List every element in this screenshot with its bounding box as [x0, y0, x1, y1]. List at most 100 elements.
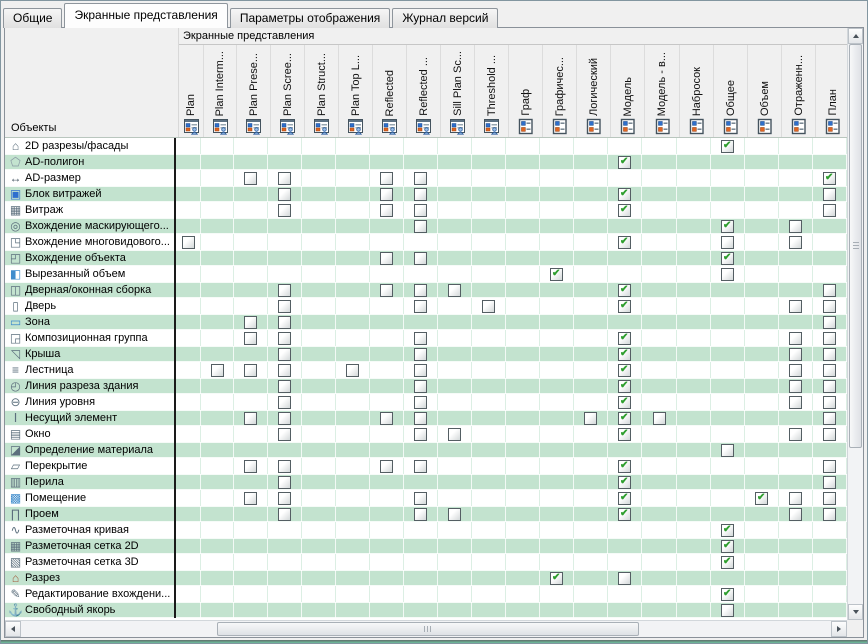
column-header[interactable]: Отраженн... — [782, 45, 816, 137]
checkbox-unchecked[interactable] — [278, 331, 291, 345]
checkbox-unchecked[interactable] — [414, 395, 427, 409]
checkbox-unchecked[interactable] — [414, 219, 427, 233]
checkbox-unchecked[interactable] — [448, 427, 461, 441]
checkbox-unchecked[interactable] — [414, 507, 427, 521]
row-label[interactable]: ∿ Разметочная кривая — [5, 522, 176, 538]
checkbox-checked[interactable] — [721, 523, 734, 537]
checkbox-unchecked[interactable] — [244, 171, 257, 185]
checkbox-unchecked[interactable] — [789, 331, 802, 345]
checkbox-unchecked[interactable] — [652, 411, 666, 425]
row-label[interactable]: ◰ Вхождение объекта — [5, 250, 176, 266]
column-header[interactable]: Threshold ... — [475, 45, 509, 137]
checkbox-unchecked[interactable] — [244, 459, 257, 473]
checkbox-checked[interactable] — [721, 139, 734, 153]
checkbox-unchecked[interactable] — [789, 427, 802, 441]
checkbox-unchecked[interactable] — [584, 411, 597, 425]
checkbox-unchecked[interactable] — [721, 267, 734, 281]
checkbox-unchecked[interactable] — [278, 459, 291, 473]
checkbox-unchecked[interactable] — [414, 331, 427, 345]
checkbox-checked[interactable] — [721, 219, 734, 233]
checkbox-unchecked[interactable] — [789, 491, 802, 505]
checkbox-unchecked[interactable] — [823, 459, 836, 473]
checkbox-unchecked[interactable] — [789, 347, 802, 361]
checkbox-unchecked[interactable] — [414, 187, 427, 201]
checkbox-checked[interactable] — [618, 379, 631, 393]
checkbox-checked[interactable] — [550, 571, 563, 585]
checkbox-unchecked[interactable] — [721, 235, 734, 249]
checkbox-unchecked[interactable] — [789, 219, 802, 233]
checkbox-unchecked[interactable] — [414, 283, 427, 297]
checkbox-unchecked[interactable] — [823, 347, 836, 361]
scroll-down-button[interactable] — [848, 604, 863, 620]
checkbox-checked[interactable] — [618, 299, 631, 313]
column-header[interactable]: Общее — [714, 45, 748, 137]
column-header[interactable]: Plan Prese... — [237, 45, 271, 137]
checkbox-unchecked[interactable] — [278, 379, 291, 393]
vertical-scrollbar[interactable] — [847, 28, 863, 620]
row-label[interactable]: ▦ Витраж — [5, 202, 176, 218]
vertical-scrollbar-thumb[interactable] — [849, 44, 862, 448]
horizontal-scrollbar-thumb[interactable] — [217, 622, 639, 636]
column-header[interactable]: Модель — [611, 45, 645, 137]
checkbox-unchecked[interactable] — [789, 507, 802, 521]
row-label[interactable]: ↔ AD-размер — [5, 170, 176, 186]
checkbox-unchecked[interactable] — [278, 299, 291, 313]
column-header[interactable]: Reflected ... — [407, 45, 441, 137]
checkbox-unchecked[interactable] — [823, 363, 836, 377]
checkbox-unchecked[interactable] — [414, 411, 427, 425]
row-label[interactable]: ⌂ 2D разрезы/фасады — [5, 138, 176, 154]
checkbox-unchecked[interactable] — [244, 363, 257, 377]
tab-general[interactable]: Общие — [3, 8, 63, 28]
row-label[interactable]: ▧ Разметочная сетка 3D — [5, 554, 176, 570]
checkbox-unchecked[interactable] — [244, 491, 257, 505]
checkbox-unchecked[interactable] — [278, 395, 291, 409]
checkbox-unchecked[interactable] — [482, 299, 495, 313]
tab-screen-representations[interactable]: Экранные представления — [64, 3, 228, 28]
checkbox-unchecked[interactable] — [380, 203, 393, 217]
column-header[interactable]: Граф — [509, 45, 543, 137]
checkbox-unchecked[interactable] — [278, 203, 291, 217]
checkbox-unchecked[interactable] — [823, 283, 836, 297]
checkbox-unchecked[interactable] — [414, 299, 427, 313]
column-header[interactable]: План — [816, 45, 847, 137]
row-label[interactable]: ◫ Дверная/оконная сборка — [5, 282, 176, 298]
checkbox-unchecked[interactable] — [823, 331, 836, 345]
tab-display-parameters[interactable]: Параметры отображения — [229, 8, 391, 28]
checkbox-unchecked[interactable] — [244, 331, 257, 345]
row-label[interactable]: ◪ Определение материала — [5, 442, 176, 458]
column-header[interactable]: Графичес... — [543, 45, 577, 137]
checkbox-checked[interactable] — [618, 347, 631, 361]
checkbox-unchecked[interactable] — [278, 171, 291, 185]
checkbox-unchecked[interactable] — [380, 187, 393, 201]
checkbox-unchecked[interactable] — [823, 395, 836, 409]
checkbox-checked[interactable] — [618, 427, 631, 441]
checkbox-unchecked[interactable] — [789, 235, 802, 249]
checkbox-unchecked[interactable] — [278, 475, 291, 489]
checkbox-checked[interactable] — [618, 411, 631, 425]
horizontal-scrollbar[interactable] — [5, 620, 847, 637]
column-header[interactable]: Объем — [748, 45, 782, 137]
row-label[interactable]: ▱ Перекрытие — [5, 458, 176, 474]
row-label[interactable]: ▩ Помещение — [5, 490, 176, 506]
checkbox-unchecked[interactable] — [823, 187, 836, 201]
row-label[interactable]: ▥ Перила — [5, 474, 176, 490]
checkbox-unchecked[interactable] — [380, 459, 393, 473]
checkbox-checked[interactable] — [618, 395, 631, 409]
checkbox-unchecked[interactable] — [414, 347, 427, 361]
row-label[interactable]: ◳ Вхождение многовидового... — [5, 234, 176, 250]
checkbox-unchecked[interactable] — [448, 507, 461, 521]
checkbox-checked[interactable] — [618, 283, 631, 297]
checkbox-unchecked[interactable] — [244, 411, 257, 425]
row-label[interactable]: ▣ Блок витражей — [5, 186, 176, 202]
scroll-right-button[interactable] — [831, 621, 847, 637]
checkbox-unchecked[interactable] — [789, 379, 802, 393]
column-header[interactable]: Sill Plan Sc... — [441, 45, 475, 137]
checkbox-unchecked[interactable] — [414, 251, 427, 265]
checkbox-unchecked[interactable] — [414, 459, 427, 473]
checkbox-checked[interactable] — [618, 475, 631, 489]
column-header[interactable]: Plan — [179, 45, 204, 137]
checkbox-unchecked[interactable] — [278, 507, 291, 521]
row-label[interactable]: ⌂ Разрез — [5, 570, 176, 586]
checkbox-checked[interactable] — [618, 491, 631, 505]
checkbox-unchecked[interactable] — [823, 427, 836, 441]
